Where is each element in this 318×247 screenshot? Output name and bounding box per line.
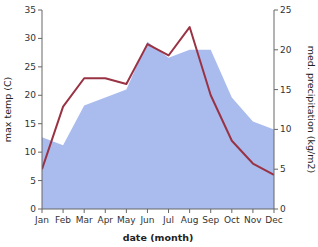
y-tick-label: 25	[25, 62, 36, 72]
x-tick-label: Jun	[139, 215, 154, 225]
y-tick	[38, 95, 42, 96]
y-tick	[38, 123, 42, 124]
plot-area	[42, 27, 274, 209]
x-tick	[105, 209, 106, 213]
y-tick	[38, 66, 42, 67]
y-tick	[38, 152, 42, 153]
x-tick	[252, 209, 253, 213]
y-axis-line	[42, 10, 43, 209]
x-tick	[168, 209, 169, 213]
x-tick-label: Jul	[162, 215, 174, 225]
chart-container: JanFebMarAprMayJunJulAugSepOctNovDec0510…	[0, 0, 318, 247]
y2-tick-label: 10	[280, 124, 292, 134]
y2-tick-label: 15	[280, 85, 291, 95]
y2-tick	[274, 169, 278, 170]
y2-tick-label: 20	[280, 45, 292, 55]
y2-tick	[274, 89, 278, 90]
chart-svg: JanFebMarAprMayJunJulAugSepOctNovDec0510…	[0, 0, 318, 247]
y-tick-label: 15	[25, 119, 36, 129]
x-tick-label: Nov	[244, 215, 262, 225]
y2-axis-label: med. precipitation (kg/m2)	[306, 46, 317, 173]
x-tick	[63, 209, 64, 213]
y2-tick	[274, 10, 278, 11]
y-tick-label: 0	[30, 204, 36, 214]
x-tick-label: Mar	[76, 215, 93, 225]
y-axis-label: max temp (C)	[2, 77, 13, 143]
x-tick-label: Aug	[181, 215, 199, 225]
y2-tick	[274, 49, 278, 50]
x-tick	[126, 209, 127, 213]
y-tick-label: 30	[25, 33, 37, 43]
y-tick	[38, 180, 42, 181]
x-tick-label: Jan	[34, 215, 49, 225]
x-tick	[274, 209, 275, 213]
y-tick-label: 5	[30, 176, 36, 186]
temperature-line	[42, 27, 274, 175]
x-tick-label: Sep	[202, 215, 219, 225]
y2-tick	[274, 209, 278, 210]
y2-tick-label: 5	[280, 164, 286, 174]
y2-tick-label: 25	[280, 5, 291, 15]
x-tick-label: Feb	[55, 215, 71, 225]
x-axis-line	[42, 209, 274, 210]
y2-tick	[274, 129, 278, 130]
y-tick	[38, 209, 42, 210]
y2-axis-line	[274, 10, 275, 209]
y-tick	[38, 38, 42, 39]
y2-tick-label: 0	[280, 204, 286, 214]
precipitation-area	[42, 42, 274, 209]
x-tick-label: Apr	[97, 215, 113, 225]
x-tick	[210, 209, 211, 213]
y-tick-label: 35	[25, 5, 36, 15]
x-tick	[84, 209, 85, 213]
y-tick	[38, 10, 42, 11]
x-tick	[189, 209, 190, 213]
x-axis-label: date (month)	[123, 232, 194, 243]
x-tick	[42, 209, 43, 213]
x-tick-label: May	[117, 215, 136, 225]
y-tick-label: 20	[25, 90, 37, 100]
x-tick	[231, 209, 232, 213]
x-tick-label: Oct	[224, 215, 240, 225]
x-tick-label: Dec	[265, 215, 282, 225]
y-tick-label: 10	[25, 147, 37, 157]
x-tick	[147, 209, 148, 213]
